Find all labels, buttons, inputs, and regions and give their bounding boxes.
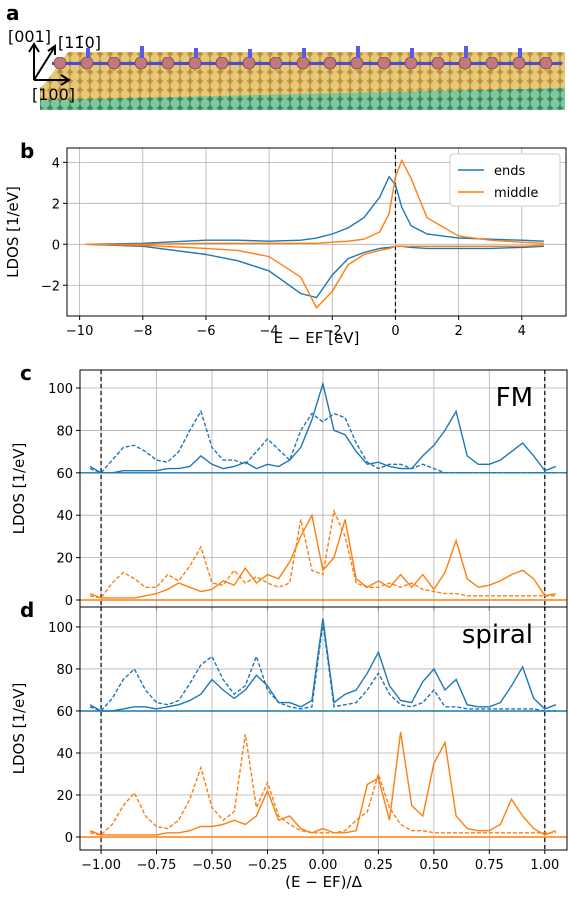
x-tick-label: −0.25 — [248, 858, 288, 873]
x-tick-label: −0.75 — [137, 858, 177, 873]
legend-label: middle — [494, 186, 538, 201]
x-tick-label: 0 — [391, 324, 399, 339]
panel-label: c — [20, 361, 32, 385]
y-tick-label: 20 — [56, 552, 73, 567]
magnetic-chain — [52, 57, 562, 71]
annotation: spiral — [462, 620, 533, 650]
y-tick-label: 60 — [56, 705, 73, 720]
x-tick-label: −4 — [260, 324, 279, 339]
x-tick-label: −2 — [323, 324, 342, 339]
x-tick-label: 0.75 — [475, 858, 504, 873]
plot-frame — [66, 147, 567, 317]
y-axis-label: LDOS [1/eV] — [4, 186, 22, 278]
plot-frame — [79, 606, 568, 851]
x-tick-label: −0.50 — [192, 858, 232, 873]
y-tick-label: 0 — [65, 831, 73, 846]
data-line — [89, 381, 557, 474]
y-tick-label: 40 — [56, 747, 73, 762]
data-line — [89, 733, 556, 836]
coordinate-axes — [28, 42, 71, 86]
data-line — [89, 622, 556, 712]
y-tick-label: 100 — [48, 621, 73, 636]
x-tick-label: −1.00 — [81, 858, 121, 873]
axis-label: [001] — [8, 27, 51, 46]
y-tick-label: 2 — [52, 197, 60, 212]
panel-label: d — [20, 598, 34, 622]
y-tick-label: 4 — [52, 156, 60, 171]
x-tick-label: 0.50 — [419, 858, 448, 873]
y-tick-label: 60 — [56, 467, 73, 482]
panel-label: b — [20, 139, 34, 163]
illustration: a [001] [11̄0] [100] — [6, 1, 565, 110]
x-tick-label: 1.00 — [530, 858, 559, 873]
data-line — [89, 513, 557, 599]
panel-label: a — [6, 1, 20, 25]
y-tick-label: 80 — [56, 424, 73, 439]
x-axis-label: E − EF [eV] — [274, 329, 360, 347]
x-tick-label: 4 — [518, 324, 526, 339]
legend-box — [449, 153, 561, 207]
y-tick-label: −2 — [41, 279, 60, 294]
x-tick-label: −10 — [66, 324, 93, 339]
data-line — [85, 175, 544, 245]
data-line — [89, 618, 557, 712]
data-line — [85, 243, 544, 299]
spin-arrows — [86, 46, 522, 58]
annotation: FM — [496, 383, 533, 413]
axis-label: [11̄0] — [58, 33, 101, 52]
data-line — [85, 158, 544, 245]
y-tick-label: 0 — [52, 238, 60, 253]
data-line — [89, 508, 556, 599]
x-tick-label: −6 — [196, 324, 215, 339]
y-axis-label: LDOS [1/eV] — [10, 443, 28, 535]
x-tick-label: 2 — [454, 324, 462, 339]
legend-label: ends — [494, 164, 525, 179]
y-tick-label: 40 — [56, 509, 73, 524]
plot-frame — [79, 369, 568, 608]
x-tick-label: 0.00 — [308, 858, 337, 873]
y-tick-label: 80 — [56, 663, 73, 678]
y-tick-label: 20 — [56, 789, 73, 804]
x-tick-label: 0.25 — [364, 858, 393, 873]
x-axis-label: (E − EF)/Δ — [285, 873, 362, 891]
data-line — [89, 731, 557, 836]
y-axis-label: LDOS [1/eV] — [10, 683, 28, 775]
data-line — [85, 243, 544, 309]
x-tick-label: −8 — [133, 324, 152, 339]
y-tick-label: 0 — [65, 594, 73, 609]
y-tick-label: 100 — [48, 382, 73, 397]
axis-label: [100] — [32, 85, 75, 104]
